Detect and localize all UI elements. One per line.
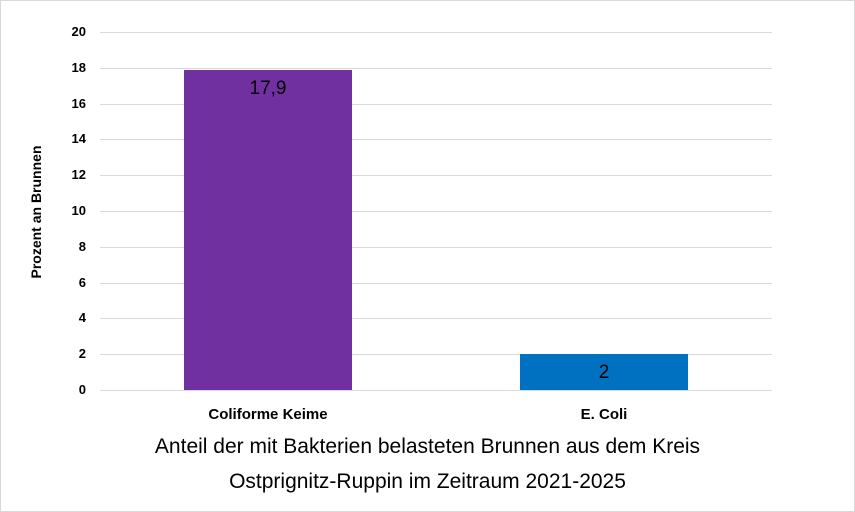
bar: 17,9 <box>184 69 352 390</box>
y-tick-label: 8 <box>78 238 86 254</box>
gridline <box>100 32 772 33</box>
y-tick-label: 14 <box>71 131 86 147</box>
y-tick-label: 12 <box>71 167 86 183</box>
gridline <box>100 67 772 69</box>
x-category-label: E. Coli <box>580 406 628 423</box>
gridline <box>100 103 772 105</box>
bar: 2 <box>520 354 688 390</box>
y-tick-label: 2 <box>78 346 86 362</box>
y-tick-label: 6 <box>78 274 86 290</box>
gridline <box>100 390 772 391</box>
y-tick-label: 16 <box>71 95 86 111</box>
y-tick-label: 20 <box>71 24 86 39</box>
gridline <box>100 139 772 141</box>
chart-title-line-2: Ostprignitz-Ruppin im Zeitraum 2021-2025 <box>229 470 626 493</box>
y-axis-label: Prozent an Brunnen <box>28 145 44 279</box>
y-tick-label: 10 <box>71 203 86 218</box>
chart-title-line-1: Anteil der mit Bakterien belasteten Brun… <box>154 435 701 458</box>
gridline <box>100 246 772 248</box>
y-tick-label: 0 <box>78 382 86 397</box>
y-tick-label: 18 <box>71 59 86 75</box>
gridline <box>100 282 772 284</box>
gridline <box>100 318 772 320</box>
plot-area: 17,9 2 <box>100 32 772 391</box>
gridline <box>100 175 772 177</box>
bar-value-label: 17,9 <box>249 77 287 99</box>
x-category-label: Coliforme Keime <box>208 406 328 423</box>
bar-value-label: 2 <box>598 362 610 384</box>
gridline <box>100 354 772 356</box>
y-tick-label: 4 <box>78 310 86 326</box>
gridline <box>100 211 772 212</box>
